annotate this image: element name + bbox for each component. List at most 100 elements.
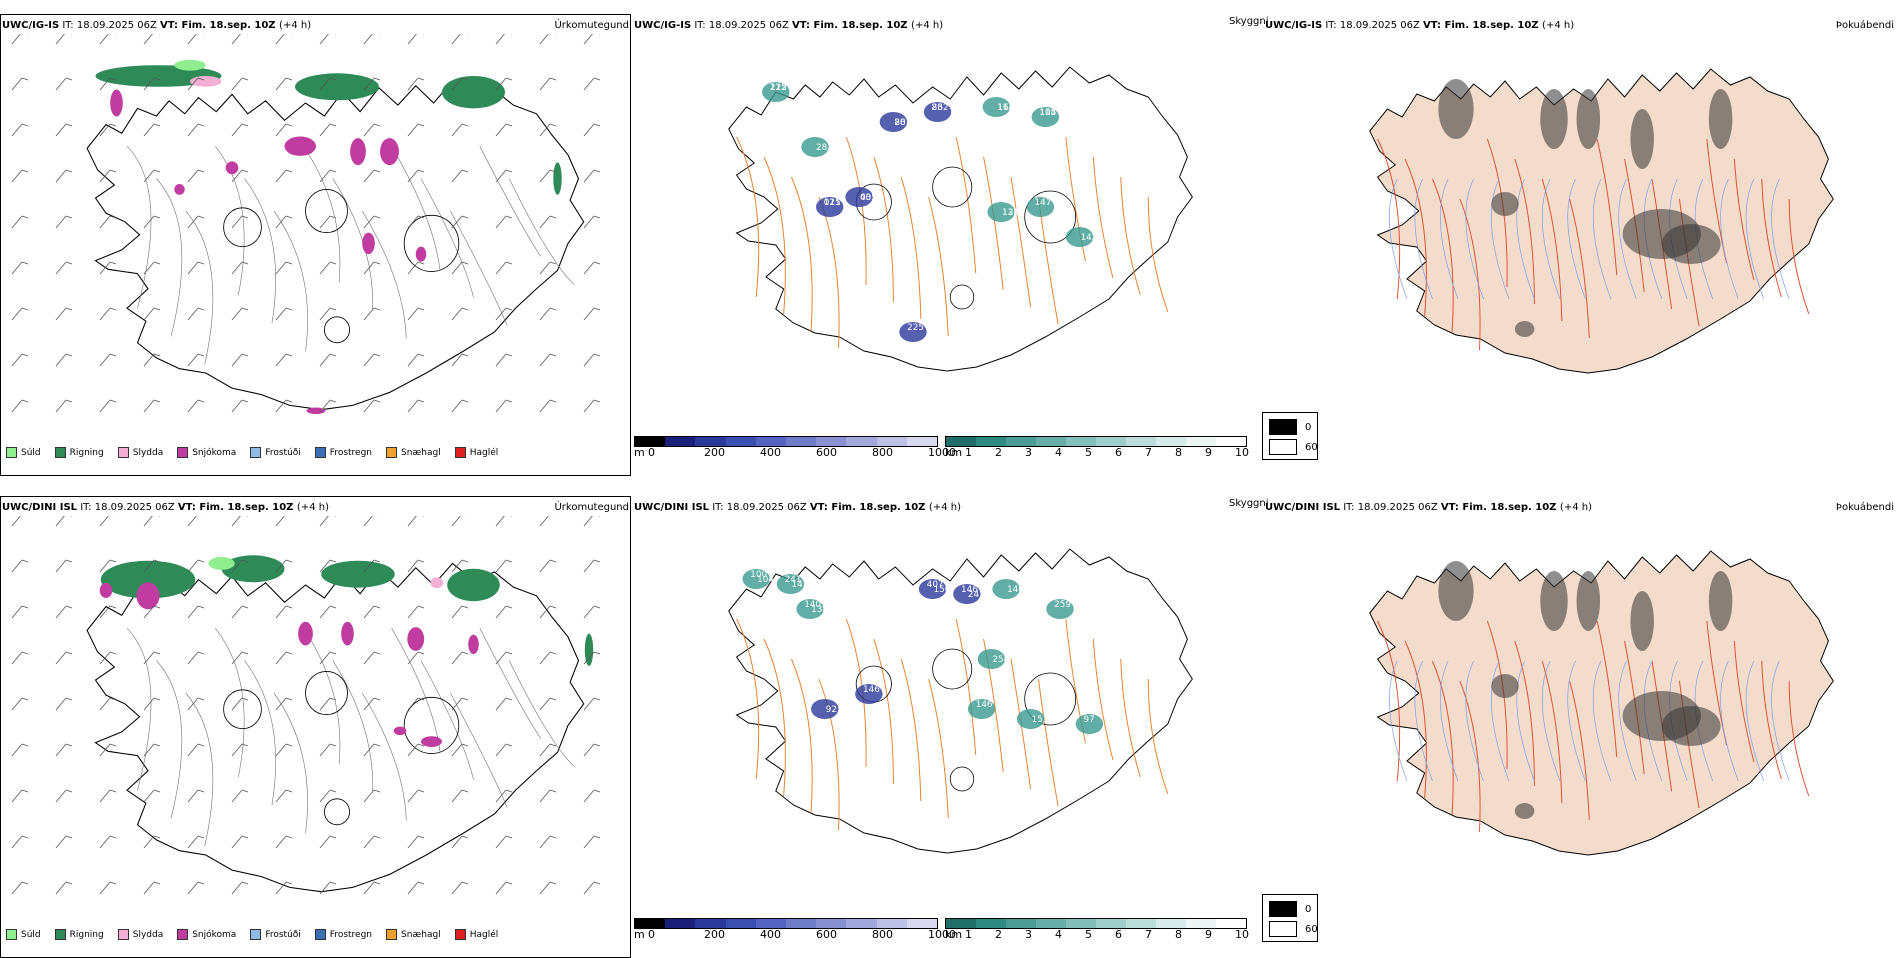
- wind-barb: [99, 34, 116, 45]
- wind-barb: [451, 353, 469, 367]
- wind-barb: [319, 743, 337, 757]
- road-line: [1569, 198, 1590, 339]
- wind-barb: [231, 215, 249, 229]
- iceland-map: [1369, 68, 1834, 374]
- road-line: [900, 176, 922, 320]
- glacier-outline: [305, 188, 348, 234]
- wind-barb: [407, 559, 425, 573]
- wind-barb: [363, 399, 381, 413]
- wind-barb: [99, 516, 116, 527]
- wind-barb: [583, 651, 601, 665]
- glacier-outline: [949, 284, 975, 310]
- visibility-value-label: 258: [992, 655, 1009, 665]
- colorbar-tick: 800: [872, 928, 893, 941]
- precip-area: [174, 59, 206, 71]
- visibility-colorbar: [945, 436, 1247, 447]
- road-line: [391, 146, 441, 270]
- precip-area: [321, 560, 395, 588]
- wind-barb: [407, 516, 424, 527]
- wind-barb: [319, 169, 337, 183]
- fog-legend-max: 60: [1305, 923, 1318, 935]
- wind-barb: [275, 77, 293, 91]
- init-time: IT: 18.09.2025 06Z: [712, 502, 810, 513]
- legend-item: Súld: [6, 447, 41, 458]
- precip-area: [208, 556, 235, 570]
- wind-barb: [451, 34, 468, 45]
- wind-barb: [231, 789, 249, 803]
- glacier-outline: [223, 207, 262, 248]
- wind-barb: [231, 651, 249, 665]
- visibility-value-label: 121: [1002, 208, 1019, 218]
- wind-barb: [407, 605, 425, 619]
- visibility-value-label: 225: [770, 83, 787, 93]
- road-line: [1569, 680, 1590, 821]
- river-line: [1490, 660, 1510, 782]
- visibility-value-label: 83: [932, 103, 943, 113]
- wind-barb: [143, 399, 161, 413]
- wind-barb: [583, 169, 601, 183]
- legend-item: Rigning: [54, 929, 104, 940]
- wind-barb: [11, 353, 29, 367]
- legend-label: Frostregn: [329, 447, 373, 458]
- wind-barb: [407, 651, 425, 665]
- colorbar-tick: 0: [648, 928, 655, 941]
- wind-barb: [319, 353, 337, 367]
- wind-barb: [143, 605, 161, 619]
- wind-barb: [407, 307, 425, 321]
- road-line: [928, 196, 949, 337]
- wind-barb: [275, 261, 293, 275]
- wind-barb: [187, 743, 205, 757]
- road-line: [303, 628, 341, 765]
- wind-barb: [495, 605, 513, 619]
- wind-barb: [55, 605, 73, 619]
- visibility-value-label: 92: [826, 705, 837, 715]
- legend-swatch: [54, 447, 66, 458]
- legend-swatch: [6, 929, 17, 940]
- valid-time: Fim. 18.sep. 10Z: [1444, 20, 1543, 31]
- river-line: [1439, 660, 1459, 782]
- wind-barb: [451, 215, 469, 229]
- wind-barb: [583, 34, 600, 45]
- valid-time-label: VT:: [177, 502, 200, 513]
- fog-area: [1514, 803, 1535, 819]
- wind-barb: [11, 559, 29, 573]
- road-line: [1147, 196, 1169, 313]
- wind-barb: [363, 789, 381, 803]
- road-line: [156, 660, 183, 819]
- river-line: [1414, 660, 1433, 782]
- precip-area: [341, 621, 354, 646]
- road-line: [1404, 640, 1427, 799]
- wind-barb: [231, 559, 249, 573]
- river-line: [1439, 178, 1459, 300]
- init-time: IT: 18.09.2025 06Z: [694, 20, 793, 31]
- wind-barb: [407, 353, 425, 367]
- colorbar-tick: 600: [816, 446, 837, 459]
- glacier-outline: [403, 696, 460, 754]
- wind-barb: [451, 789, 469, 803]
- river-line: [1465, 178, 1484, 300]
- legend-label: Rigning: [69, 447, 104, 458]
- panel-header: UWC/DINI ISL IT: 18.09.2025 06Z VT: Fim.…: [634, 502, 961, 513]
- wind-barb: [231, 881, 249, 895]
- colorbar-tick: 10: [1235, 928, 1249, 941]
- visibility-value-label: 138: [811, 605, 828, 615]
- legend-swatch: [386, 929, 398, 940]
- colorbar-tick: 600: [816, 928, 837, 941]
- legend-swatch: [454, 929, 466, 940]
- forecast-row: UWC/IG-IS IT: 18.09.2025 06Z VT: Fim. 18…: [0, 0, 1900, 476]
- legend-swatch: [177, 929, 189, 940]
- road-line: [1377, 620, 1401, 782]
- wind-barb: [583, 77, 601, 91]
- precip-area: [221, 555, 285, 583]
- wind-barb: [275, 697, 293, 711]
- wind-barb: [11, 697, 29, 711]
- wind-barb: [99, 651, 117, 665]
- wind-barb: [539, 169, 557, 183]
- wind-barb: [231, 34, 248, 45]
- wind-barb: [583, 123, 601, 137]
- visibility-value-label: 112: [770, 83, 787, 93]
- road-line: [1761, 178, 1782, 298]
- road-line: [1432, 660, 1454, 816]
- wind-barb: [319, 881, 337, 895]
- legend-item: Snjókoma: [177, 447, 236, 458]
